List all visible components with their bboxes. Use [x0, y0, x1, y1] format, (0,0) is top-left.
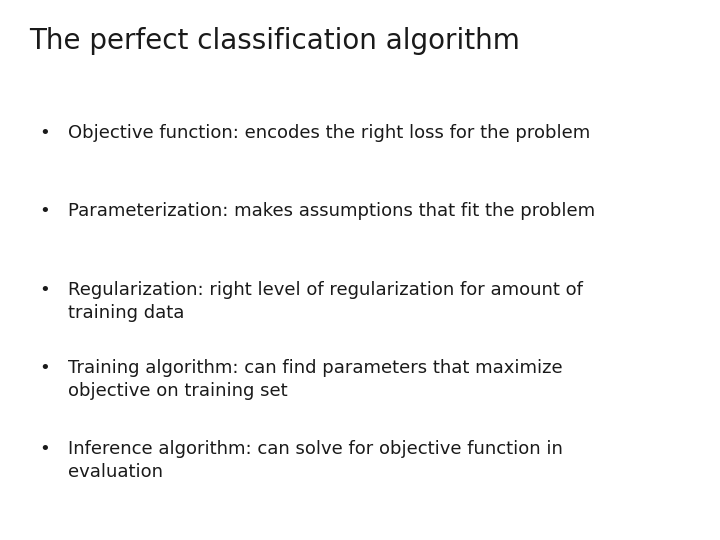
Text: •: •	[40, 281, 50, 299]
Text: •: •	[40, 202, 50, 220]
Text: Inference algorithm: can solve for objective function in
evaluation: Inference algorithm: can solve for objec…	[68, 440, 563, 481]
Text: •: •	[40, 359, 50, 377]
Text: Regularization: right level of regularization for amount of
training data: Regularization: right level of regulariz…	[68, 281, 583, 322]
Text: •: •	[40, 124, 50, 142]
Text: The perfect classification algorithm: The perfect classification algorithm	[29, 27, 520, 55]
Text: Objective function: encodes the right loss for the problem: Objective function: encodes the right lo…	[68, 124, 590, 142]
Text: •: •	[40, 440, 50, 458]
Text: Training algorithm: can find parameters that maximize
objective on training set: Training algorithm: can find parameters …	[68, 359, 563, 400]
Text: Parameterization: makes assumptions that fit the problem: Parameterization: makes assumptions that…	[68, 202, 595, 220]
